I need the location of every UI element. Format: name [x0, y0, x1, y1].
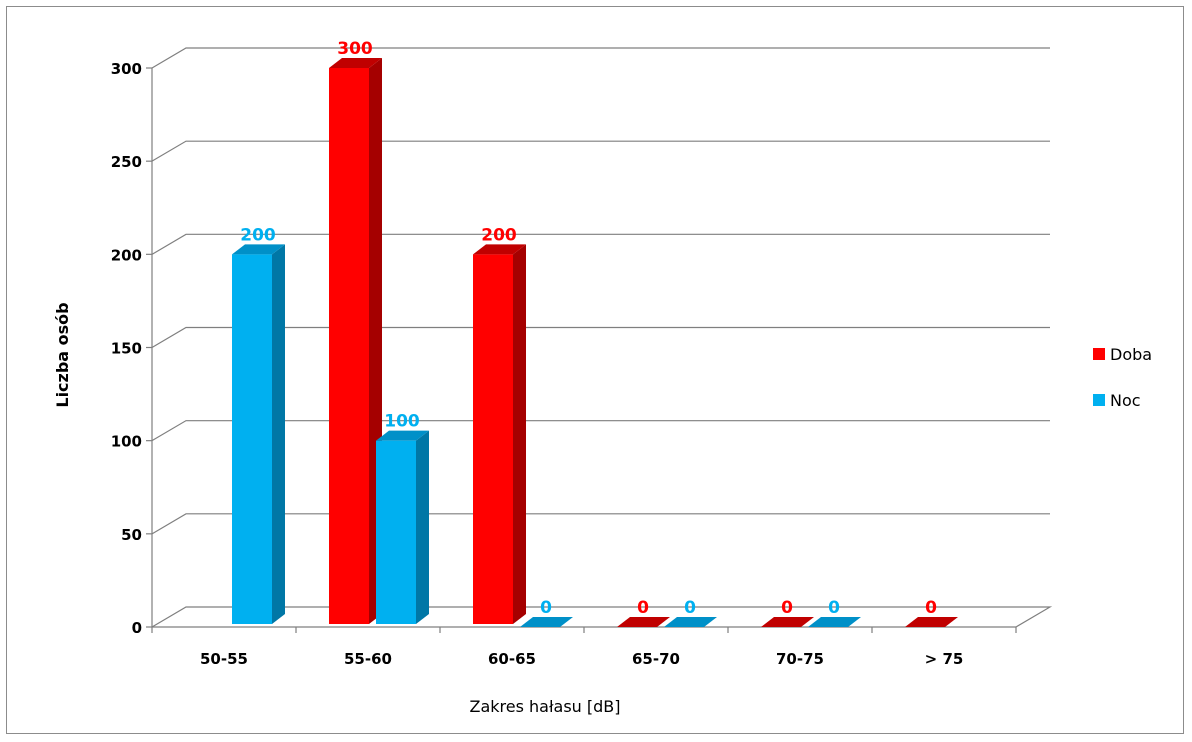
bar-top: [617, 617, 670, 627]
x-tick-label: 55-60: [344, 650, 392, 668]
y-tick-label: 100: [111, 433, 142, 451]
bar-doba-> 75: [905, 617, 958, 627]
legend: Doba Noc: [1093, 345, 1152, 410]
bar-top: [761, 617, 814, 627]
gridline: [151, 233, 1050, 255]
gridlines: [151, 47, 1053, 628]
gridline: [151, 420, 1050, 442]
gridline: [151, 140, 1050, 162]
data-label: 0: [540, 598, 552, 618]
chart-area: [6, 6, 1184, 734]
data-label: 0: [828, 598, 840, 618]
x-tick-label: 60-65: [488, 650, 536, 668]
data-label: 200: [240, 225, 276, 245]
legend-swatch: [1093, 394, 1105, 406]
bar-top: [329, 58, 382, 68]
x-tick-label: > 75: [925, 650, 964, 668]
data-label: 0: [684, 598, 696, 618]
data-labels: 300 200 0 0 0 200 100 0 0 0: [240, 39, 937, 618]
data-label: 200: [481, 225, 517, 245]
bar-top: [905, 617, 958, 627]
bar-side: [416, 430, 429, 624]
bar-noc-55-60: [376, 430, 429, 624]
bar-doba-70-75: [761, 617, 814, 627]
bar-doba-60-65: [473, 244, 526, 625]
bars: [232, 58, 958, 627]
data-label: 300: [337, 39, 373, 59]
bar-side: [513, 244, 526, 625]
y-tick-label: 0: [132, 619, 142, 637]
floor-line: [151, 606, 1053, 628]
y-axis-ticks: 0 50 100 150 200 250 300: [111, 60, 152, 637]
x-axis-ticks: 50-55 55-60 60-65 65-70 70-75 > 75: [151, 627, 1017, 668]
data-label: 0: [781, 598, 793, 618]
bar-top: [808, 617, 861, 627]
data-label: 100: [384, 412, 420, 432]
bar-doba-55-60: [329, 58, 382, 624]
bar-top: [520, 617, 573, 627]
gridline: [151, 513, 1050, 535]
gridline: [151, 47, 1050, 69]
bar-front: [232, 254, 272, 625]
bar-top: [376, 430, 429, 441]
bar-front: [329, 68, 369, 624]
y-tick-label: 50: [121, 526, 142, 544]
bar-noc-60-65: [520, 617, 573, 627]
x-axis-title: Zakres hałasu [dB]: [470, 697, 621, 716]
bar-doba-65-70: [617, 617, 670, 627]
bar-front: [376, 440, 416, 624]
legend-entry-label: Noc: [1110, 391, 1141, 410]
gridline: [151, 326, 1050, 349]
bar-top: [664, 617, 717, 627]
y-tick-label: 300: [111, 60, 142, 78]
bar-top: [473, 244, 526, 255]
bar-noc-50-55: [232, 244, 285, 625]
x-tick-label: 70-75: [776, 650, 824, 668]
y-tick-label: 250: [111, 153, 142, 171]
y-tick-label: 150: [111, 340, 142, 358]
data-label: 0: [637, 598, 649, 618]
bar-top: [232, 244, 285, 255]
data-label: 0: [925, 598, 937, 618]
x-tick-label: 50-55: [200, 650, 248, 668]
x-tick-label: 65-70: [632, 650, 680, 668]
y-axis-title: Liczba osób: [53, 302, 72, 407]
legend-entry-label: Doba: [1110, 345, 1152, 364]
y-tick-label: 200: [111, 246, 142, 264]
bar-front: [473, 254, 513, 625]
bar-noc-70-75: [808, 617, 861, 627]
bar-side: [272, 244, 285, 625]
legend-swatch: [1093, 348, 1105, 360]
bar-noc-65-70: [664, 617, 717, 627]
